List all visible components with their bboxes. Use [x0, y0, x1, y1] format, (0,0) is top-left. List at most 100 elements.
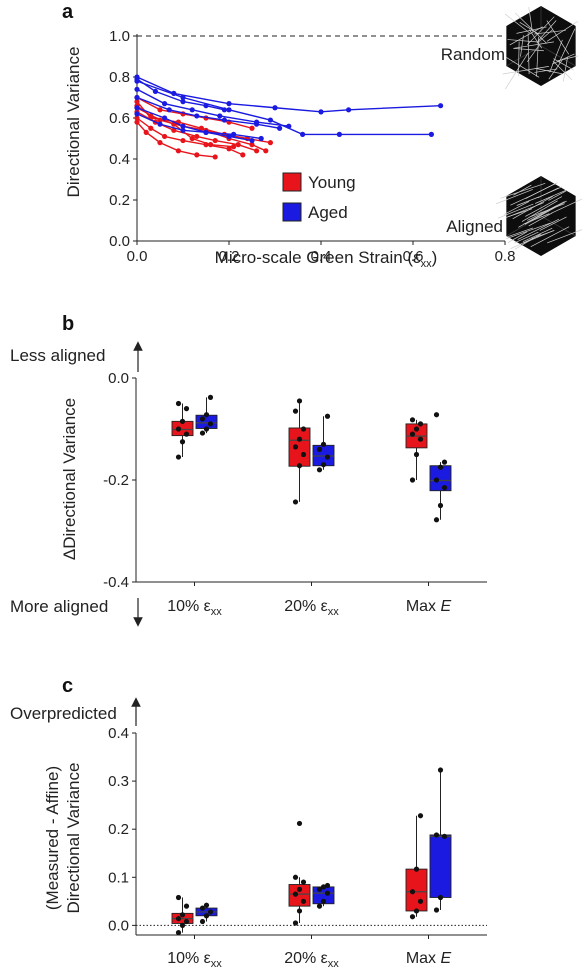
young-data-point	[189, 135, 195, 142]
aged-data-point	[254, 121, 260, 127]
aged-data-point	[226, 101, 232, 107]
aged-data-point	[180, 127, 186, 133]
young-data-point	[183, 903, 190, 909]
aged-data-point	[258, 135, 264, 142]
y-tick-label: 0.3	[108, 773, 129, 790]
annotation-random: Random	[441, 45, 505, 64]
aged-data-point	[134, 94, 140, 101]
aged-series-line	[136, 76, 441, 113]
fiber-strand	[537, 187, 559, 199]
y-tick-label: 0.2	[109, 192, 130, 209]
young-data-point	[235, 142, 241, 148]
aged-data-point	[433, 832, 440, 838]
aged-data-point	[203, 129, 209, 135]
aged-data-point	[433, 907, 440, 913]
panel-c-plot: 0.0 0.1 0.2 0.3 0.4 10% εxx 20% εxx Max E	[108, 725, 487, 970]
aged-data-point	[437, 464, 444, 470]
fiber-strand	[546, 20, 570, 55]
x-category-label: Max E	[406, 598, 452, 615]
aged-box	[429, 834, 452, 898]
aged-data-point	[324, 882, 331, 889]
young-data-point	[134, 99, 140, 105]
x-category-label: 20% εxx	[284, 950, 339, 970]
fiber-strand	[526, 16, 555, 46]
panel-c: c Overpredicted (Measured - Affine) Dire…	[10, 675, 487, 970]
young-data-point	[179, 922, 186, 928]
fiber-strand	[506, 57, 540, 78]
aged-data-point	[441, 459, 448, 465]
aged-data-point	[320, 884, 327, 890]
young-data-point	[292, 499, 299, 505]
fiber-strand	[497, 203, 534, 219]
fiber-strand	[507, 231, 528, 244]
aged-data-point	[300, 131, 306, 137]
x-tick-label: 0.4	[311, 248, 332, 265]
young-data-point	[208, 142, 214, 148]
aged-data-point	[221, 107, 227, 113]
panel-a-legend: Young Aged	[282, 172, 356, 222]
aged-data-point	[324, 890, 331, 896]
aged-data-point	[433, 477, 440, 483]
aged-data-point	[316, 886, 323, 892]
fiber-strand	[548, 190, 567, 201]
young-data-point	[296, 886, 303, 892]
aged-data-point	[346, 107, 352, 113]
fiber-strand	[514, 12, 548, 44]
aged-data-point	[438, 103, 444, 109]
y-tick-label: 0.1	[108, 869, 129, 886]
aged-data-point	[180, 123, 186, 129]
aged-data-point	[134, 76, 140, 82]
young-data-point	[157, 140, 163, 146]
aged-data-point	[231, 131, 237, 137]
young-data-point	[263, 148, 269, 154]
fiber-strand	[529, 29, 543, 49]
aged-series-line	[136, 107, 262, 140]
young-data-point	[180, 137, 186, 144]
panel-c-y-axis-title-line1: (Measured - Affine)	[43, 766, 62, 910]
x-tick-label: 0.6	[403, 248, 424, 265]
panel-a-x-axis-title: Micro-scale Green Strain (εxx)	[215, 248, 438, 270]
aged-data-point	[320, 441, 327, 447]
young-data-point	[300, 451, 307, 458]
young-data-point	[175, 148, 181, 154]
fiber-strand	[513, 184, 532, 196]
young-data-point	[292, 444, 299, 450]
young-data-point	[194, 133, 200, 140]
aged-data-point	[221, 117, 227, 123]
panel-a-axes: 0.0 0.2 0.4 0.6 0.8 1.0 0.0 0.2 0.4 0.6 0.8	[109, 28, 515, 265]
fiber-strand	[562, 56, 569, 82]
panel-b: b Less aligned More aligned ΔDirectional…	[10, 313, 487, 627]
x-category-label: Max E	[406, 950, 452, 967]
young-data-point	[179, 912, 186, 918]
fiber-strand	[506, 227, 534, 238]
young-data-point	[409, 914, 416, 920]
cube-edge	[506, 45, 542, 67]
aged-data-point	[324, 413, 331, 419]
young-data-point	[143, 129, 149, 135]
young-data-point	[183, 918, 190, 925]
young-data-point	[292, 891, 299, 897]
aged-data-point	[320, 462, 327, 468]
fiber-strand	[503, 201, 530, 215]
aged-data-point	[286, 123, 292, 129]
fiber-strand	[514, 231, 539, 244]
young-data-point	[300, 426, 307, 432]
fiber-strand	[505, 222, 551, 240]
aged-data-point	[324, 454, 331, 460]
panel-b-bottom-note: More aligned	[10, 597, 108, 616]
aged-data-point	[320, 898, 327, 904]
aged-data-point	[180, 94, 186, 101]
fiber-strand	[509, 26, 543, 46]
young-data-point	[175, 929, 182, 936]
fiber-strand	[502, 66, 549, 75]
annotation-aligned: Aligned	[446, 217, 503, 236]
fiber-strand	[525, 196, 563, 217]
aged-data-point	[437, 767, 444, 773]
aged-data-point	[207, 421, 214, 427]
fiber-strand	[528, 212, 553, 227]
legend-swatch-aged	[282, 202, 302, 222]
panel-c-top-note: Overpredicted	[10, 704, 117, 723]
young-data-point	[175, 426, 182, 432]
aged-data-point	[226, 107, 232, 113]
young-data-point	[296, 436, 303, 442]
